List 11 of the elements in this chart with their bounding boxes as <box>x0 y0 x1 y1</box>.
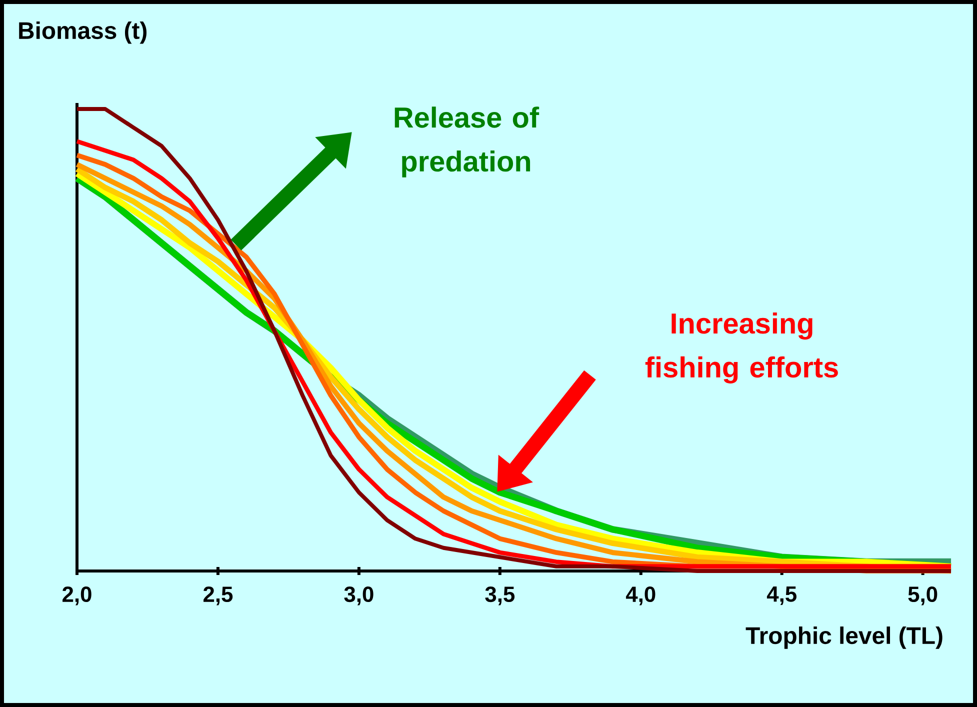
x-tick-label: 5,0 <box>908 586 938 606</box>
x-tick-label: 4,5 <box>766 586 796 605</box>
annotation: Release of predation <box>394 106 540 178</box>
x-tick-label: 3,0 <box>344 586 374 606</box>
x-tick-label: 3,5 <box>485 586 515 606</box>
x-tick-label: 2,0 <box>62 586 92 606</box>
x-axis-title: Trophic level (TL) <box>746 626 942 649</box>
annotation: Increasing fishing efforts <box>645 312 838 384</box>
x-tick-label: 2,5 <box>204 586 233 606</box>
y-axis-title: Biomass (t) <box>19 22 146 44</box>
x-tick-label: 4,0 <box>626 586 656 606</box>
